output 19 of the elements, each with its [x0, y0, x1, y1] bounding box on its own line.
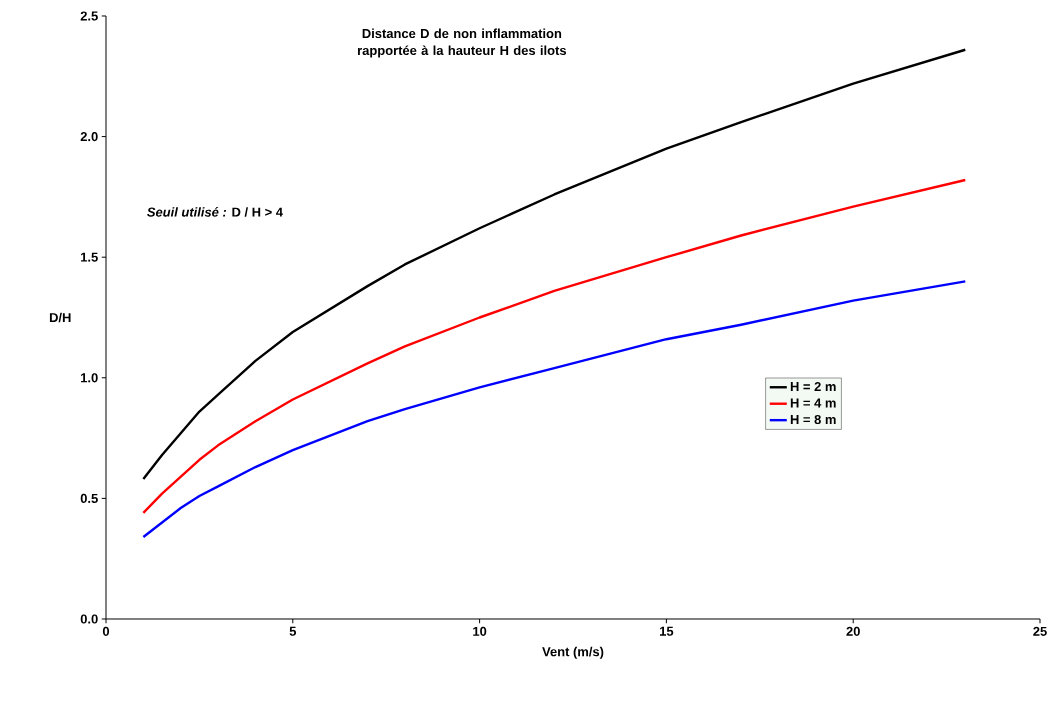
x-tick-label: 20	[846, 626, 860, 636]
text: Distance D de non inflammation rapportée à la hauteur H des ilots	[358, 28, 567, 58]
x-tick-label: 25	[1033, 626, 1047, 636]
x-tick-label: 0	[102, 626, 110, 636]
legend-label: H = 4 m	[790, 398, 836, 408]
legend-label: H = 8 m	[790, 414, 836, 425]
y-tick-label: 2.0	[80, 132, 98, 142]
x-tick-label: 10	[473, 626, 487, 636]
y-axis-title: D/H	[49, 312, 71, 323]
y-tick-label: 0.0	[80, 614, 98, 624]
x-axis-title: Vent (m/s)	[542, 646, 604, 659]
y-tick-label: 0.5	[80, 493, 98, 503]
y-tick-label: 1.0	[81, 373, 98, 383]
y-tick-label: 2.5	[80, 11, 98, 21]
x-tick-label: 5	[289, 626, 297, 636]
x-tick-label: 15	[660, 626, 674, 636]
legend-label: H = 2 m	[790, 381, 836, 392]
annotation: Seuil utilisé : D / H > 4	[147, 207, 283, 217]
y-tick-label: 1.5	[81, 252, 98, 262]
